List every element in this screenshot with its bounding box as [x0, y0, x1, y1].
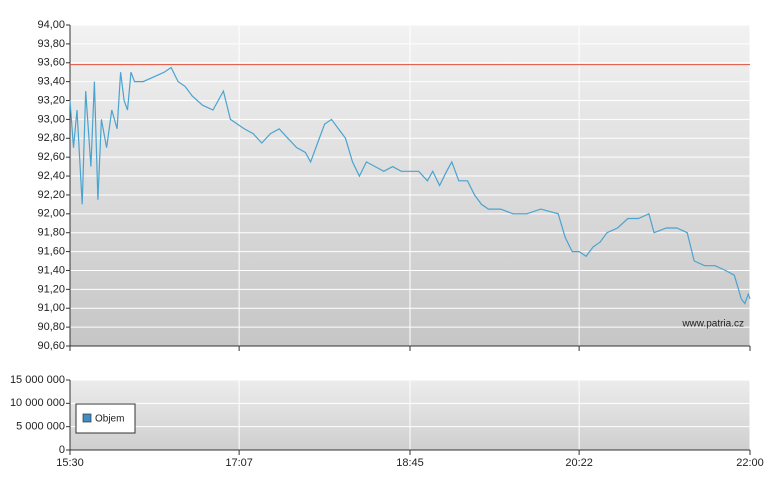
y-tick-label: 5 000 000 — [16, 421, 65, 433]
y-tick-label: 91,40 — [37, 264, 65, 276]
legend-swatch — [82, 413, 92, 423]
y-tick-label: 92,60 — [37, 151, 65, 163]
y-tick-label: 10 000 000 — [10, 397, 65, 409]
watermark: www.patria.cz — [681, 319, 744, 330]
x-tick-label: 15:30 — [56, 457, 84, 469]
y-tick-label: 91,00 — [37, 302, 65, 314]
y-tick-label: 93,80 — [37, 38, 65, 50]
y-tick-label: 90,80 — [37, 321, 65, 333]
x-tick-label: 20:22 — [565, 457, 593, 469]
y-tick-label: 91,60 — [37, 245, 65, 257]
y-tick-label: 93,40 — [37, 76, 65, 88]
y-tick-label: 15 000 000 — [10, 374, 65, 386]
x-tick-label: 17:07 — [225, 457, 253, 469]
y-tick-label: 91,80 — [37, 227, 65, 239]
y-tick-label: 94,00 — [37, 19, 65, 31]
x-tick-label: 22:00 — [736, 457, 764, 469]
y-tick-label: 92,00 — [37, 208, 65, 220]
x-tick-label: 18:45 — [396, 457, 424, 469]
legend-label: Objem — [95, 414, 124, 425]
y-tick-label: 93,20 — [37, 94, 65, 106]
y-tick-label: 92,40 — [37, 170, 65, 182]
y-tick-label: 93,60 — [37, 57, 65, 69]
y-tick-label: 0 — [59, 444, 65, 456]
price-line — [69, 66, 751, 305]
legend: Objem — [75, 403, 136, 434]
y-tick-label: 93,00 — [37, 113, 65, 125]
y-tick-label: 91,20 — [37, 283, 65, 295]
y-tick-label: 90,60 — [37, 340, 65, 352]
y-tick-label: 92,20 — [37, 189, 65, 201]
y-tick-label: 92,80 — [37, 132, 65, 144]
